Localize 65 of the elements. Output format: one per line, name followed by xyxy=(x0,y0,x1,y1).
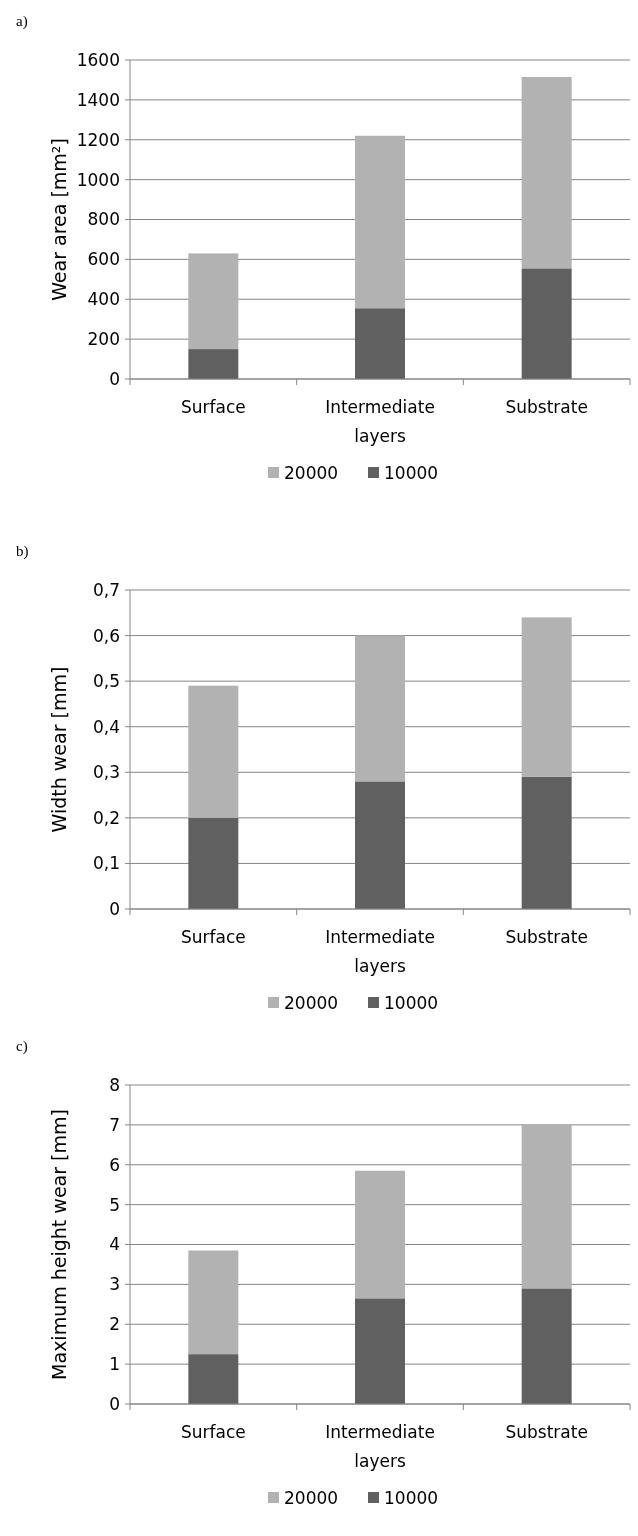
x-tick-label: Substrate xyxy=(505,397,588,417)
bar xyxy=(355,1298,405,1404)
y-tick-label: 800 xyxy=(87,209,120,230)
legend-label: 20000 xyxy=(284,1487,339,1508)
y-tick-label: 0,6 xyxy=(92,625,120,646)
legend-label: 10000 xyxy=(384,1487,439,1508)
y-axis-title: Maximum height wear [mm] xyxy=(48,1109,70,1380)
y-tick-label: 4 xyxy=(109,1234,120,1255)
y-tick-label: 1000 xyxy=(76,169,120,190)
bar xyxy=(355,308,405,379)
y-tick-label: 600 xyxy=(87,249,120,270)
bar xyxy=(188,685,239,818)
bar xyxy=(355,1170,405,1299)
y-axis-title: Wear area [mm²] xyxy=(48,138,70,301)
bar xyxy=(355,635,405,782)
bar xyxy=(521,268,572,379)
y-tick-label: 1400 xyxy=(76,89,120,110)
x-tick-label: Surface xyxy=(180,927,246,947)
y-tick-label: 0,5 xyxy=(92,671,120,692)
bar xyxy=(521,1288,572,1404)
chart-title: a) xyxy=(16,13,28,30)
y-tick-label: 0 xyxy=(109,1393,120,1414)
y-tick-label: 1600 xyxy=(76,49,120,70)
y-tick-label: 3 xyxy=(109,1274,120,1295)
y-tick-label: 2 xyxy=(109,1314,120,1335)
y-tick-label: 0,7 xyxy=(92,579,120,600)
y-tick-label: 0,2 xyxy=(92,807,120,828)
y-tick-label: 5 xyxy=(109,1194,120,1215)
bar xyxy=(521,617,572,777)
bar xyxy=(355,135,405,309)
y-tick-label: 1 xyxy=(109,1354,120,1375)
bar xyxy=(355,781,405,909)
y-tick-label: 400 xyxy=(87,289,120,310)
bar xyxy=(188,253,239,350)
y-tick-label: 7 xyxy=(109,1114,120,1135)
bar xyxy=(188,1250,239,1355)
y-tick-label: 0,4 xyxy=(92,716,120,737)
x-tick-label: Surface xyxy=(180,397,246,417)
y-tick-label: 0,1 xyxy=(92,853,120,874)
x-tick-label: Intermediate layers xyxy=(325,397,435,446)
bar xyxy=(188,349,239,379)
x-tick-label: Substrate xyxy=(505,927,588,947)
x-tick-label: Intermediate layers xyxy=(325,927,435,976)
y-axis-title: Width wear [mm] xyxy=(48,666,70,833)
bar xyxy=(521,1124,572,1289)
y-tick-label: 0 xyxy=(109,898,120,919)
y-tick-label: 6 xyxy=(109,1154,120,1175)
legend-label: 10000 xyxy=(384,992,439,1013)
x-tick-label: Surface xyxy=(180,1422,246,1442)
legend-label: 10000 xyxy=(384,462,439,483)
bar xyxy=(521,776,572,909)
bar xyxy=(521,76,572,269)
chart-title: c) xyxy=(16,1038,28,1055)
y-tick-label: 8 xyxy=(109,1074,120,1095)
y-tick-label: 0 xyxy=(109,368,120,389)
x-tick-label: Intermediate layers xyxy=(325,1422,435,1471)
y-tick-label: 200 xyxy=(87,329,120,350)
bar xyxy=(188,1354,239,1404)
y-tick-label: 1200 xyxy=(76,129,120,150)
bar xyxy=(188,817,239,909)
legend-label: 20000 xyxy=(284,992,339,1013)
y-tick-label: 0,3 xyxy=(92,762,120,783)
legend-label: 20000 xyxy=(284,462,339,483)
chart-title: b) xyxy=(16,543,29,560)
x-tick-label: Substrate xyxy=(505,1422,588,1442)
